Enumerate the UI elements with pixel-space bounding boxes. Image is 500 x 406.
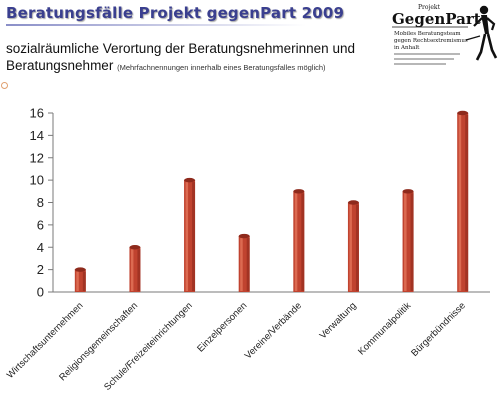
y-tick-label: 12: [30, 150, 44, 165]
logo-figure-icon: [465, 5, 498, 61]
bar-body: [238, 236, 250, 292]
bar-highlight: [76, 271, 79, 291]
bar-cap: [402, 189, 414, 194]
x-axis-labels: WirtschaftsunternehmenReligionsgemeinsch…: [5, 300, 468, 393]
bar: [402, 189, 414, 292]
bar-shade: [137, 249, 141, 291]
y-tick-label: 6: [37, 217, 44, 232]
chart-subtitle: sozialräumliche Verortung der Beratungsn…: [6, 40, 386, 76]
x-category-label: Bürgerbündnisse: [409, 300, 468, 359]
bar-cap: [347, 200, 359, 205]
y-axis: 0 2 4 6 8 10 12 14 16: [30, 106, 490, 300]
logo-name: GegenPart: [392, 10, 481, 28]
bar: [238, 233, 250, 292]
bar: [129, 245, 141, 292]
bar-cap: [238, 233, 250, 239]
bar-shade: [192, 182, 196, 291]
subtitle-text: sozialräumliche Verortung der Beratungsn…: [6, 41, 355, 73]
bar-body: [74, 269, 86, 292]
bar-highlight: [130, 249, 134, 291]
title-underline: [6, 24, 306, 26]
bar-highlight: [240, 238, 243, 291]
bar-body: [402, 191, 414, 292]
bar-shade: [82, 271, 86, 291]
subtitle-note: (Mehrfachnennungen innerhalb eines Berat…: [117, 63, 326, 72]
bar-highlight: [349, 204, 352, 291]
bar-cap: [293, 189, 305, 194]
y-tick-label: 2: [37, 262, 44, 277]
bar-cap: [184, 177, 196, 183]
bar-highlight: [458, 115, 462, 291]
bar-highlight: [294, 193, 298, 291]
y-tick-label: 10: [30, 173, 44, 188]
logo-mirrored-text: [394, 53, 460, 65]
bar-cap: [129, 245, 141, 250]
y-tick-label: 8: [37, 195, 44, 210]
gegenpart-logo: Projekt GegenPart Mobiles Beratungsteam …: [392, 4, 498, 65]
y-tick-label: 14: [30, 128, 44, 143]
bar-body: [184, 180, 196, 292]
logo-small-label: Projekt: [418, 4, 441, 11]
bars: [74, 110, 469, 292]
bar: [184, 177, 196, 292]
bar: [457, 110, 469, 292]
bar-highlight: [404, 193, 407, 291]
bar-shade: [355, 204, 359, 291]
bar-body: [457, 113, 469, 292]
bar-highlight: [185, 182, 189, 291]
y-tick-label: 16: [30, 106, 44, 121]
bar: [293, 189, 305, 292]
bar-body: [293, 191, 305, 292]
logo-line-2: gegen Rechtsextremismus: [394, 38, 468, 44]
bar-cap: [74, 267, 86, 272]
x-category-label: Einzelpersonen: [195, 300, 249, 354]
bullet-dot-icon: [1, 82, 8, 89]
x-category-label: Kommunalpolitik: [356, 300, 413, 357]
x-category-label: Verwaltung: [318, 300, 359, 341]
bar-shade: [465, 115, 469, 291]
y-tick-label: 4: [37, 240, 44, 255]
bar-shade: [410, 193, 414, 291]
bar-shade: [301, 193, 305, 291]
bar-body: [347, 202, 359, 292]
bar: [74, 267, 86, 292]
page-title: Beratungsfälle Projekt gegenPart 2009: [6, 4, 345, 22]
bar: [347, 200, 359, 292]
logo-line-1: Mobiles Beratungsteam: [394, 31, 461, 37]
x-category-label: Schule/Freizeiteinrichtungen: [102, 300, 195, 393]
bar-shade: [246, 238, 250, 291]
bar-body: [129, 247, 141, 292]
y-tick-label: 0: [37, 285, 44, 300]
logo-line-3: in Anhalt: [394, 45, 420, 51]
x-category-label: Vereine/Verbände: [243, 300, 304, 361]
bar-cap: [457, 110, 469, 116]
